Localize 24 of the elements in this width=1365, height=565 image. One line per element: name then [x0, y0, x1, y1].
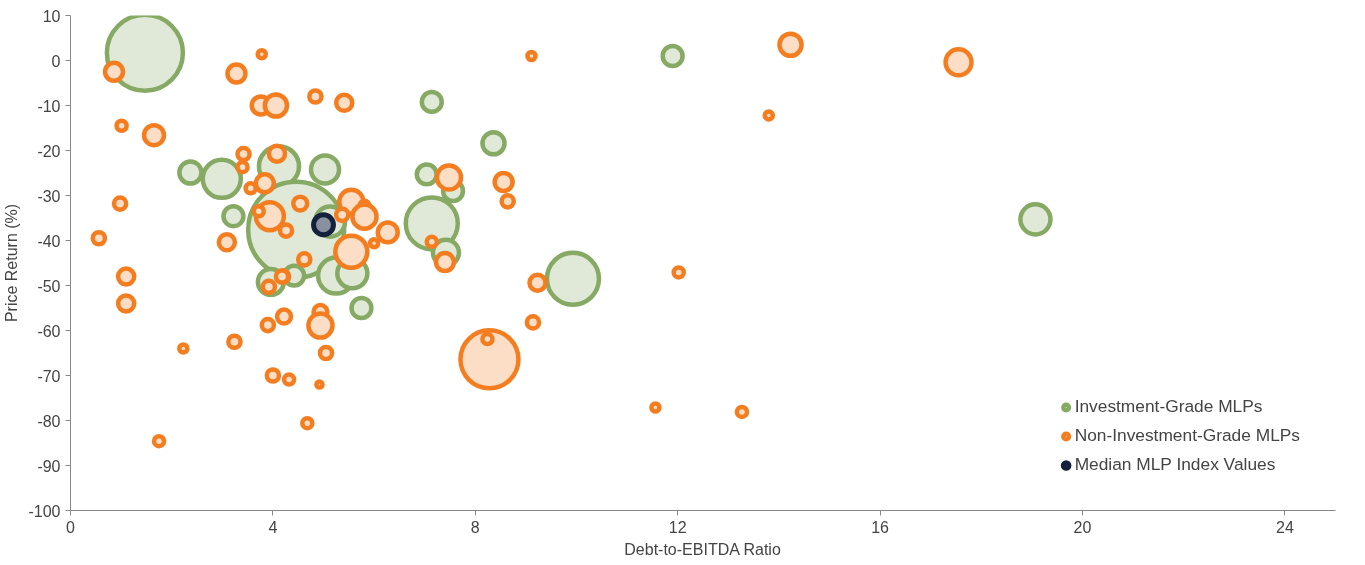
y-tick-label: -60 — [37, 322, 61, 340]
y-tick-label: 0 — [51, 52, 61, 70]
x-axis-title: Debt-to-EBITDA Ratio — [624, 540, 781, 558]
y-tick-label: -50 — [37, 277, 61, 295]
y-tick-label: 10 — [42, 7, 61, 25]
y-axis-title: Price Return (%) — [3, 203, 21, 323]
y-tick-label: -20 — [37, 142, 61, 160]
y-tick-label: -30 — [37, 187, 61, 205]
x-tick-label: 8 — [470, 518, 480, 536]
legend-label: Median MLP Index Values — [1074, 454, 1276, 475]
x-tick-label: 24 — [1276, 518, 1294, 536]
x-tick-label: 16 — [871, 518, 890, 536]
legend-label: Non-Investment-Grade MLPs — [1074, 425, 1300, 446]
x-tick-label: 12 — [668, 518, 687, 536]
x-tick-label: 0 — [66, 518, 76, 536]
y-tick-label: -40 — [37, 232, 61, 250]
x-tick-label: 4 — [268, 518, 278, 536]
y-tick-label: -90 — [37, 457, 61, 475]
y-tick-label: -70 — [37, 367, 61, 385]
legend-label: Investment-Grade MLPs — [1074, 396, 1263, 417]
y-tick-label: -80 — [37, 412, 61, 430]
y-tick-label: -10 — [37, 97, 61, 115]
y-tick-label: -100 — [28, 502, 61, 520]
x-tick-label: 20 — [1073, 518, 1092, 536]
